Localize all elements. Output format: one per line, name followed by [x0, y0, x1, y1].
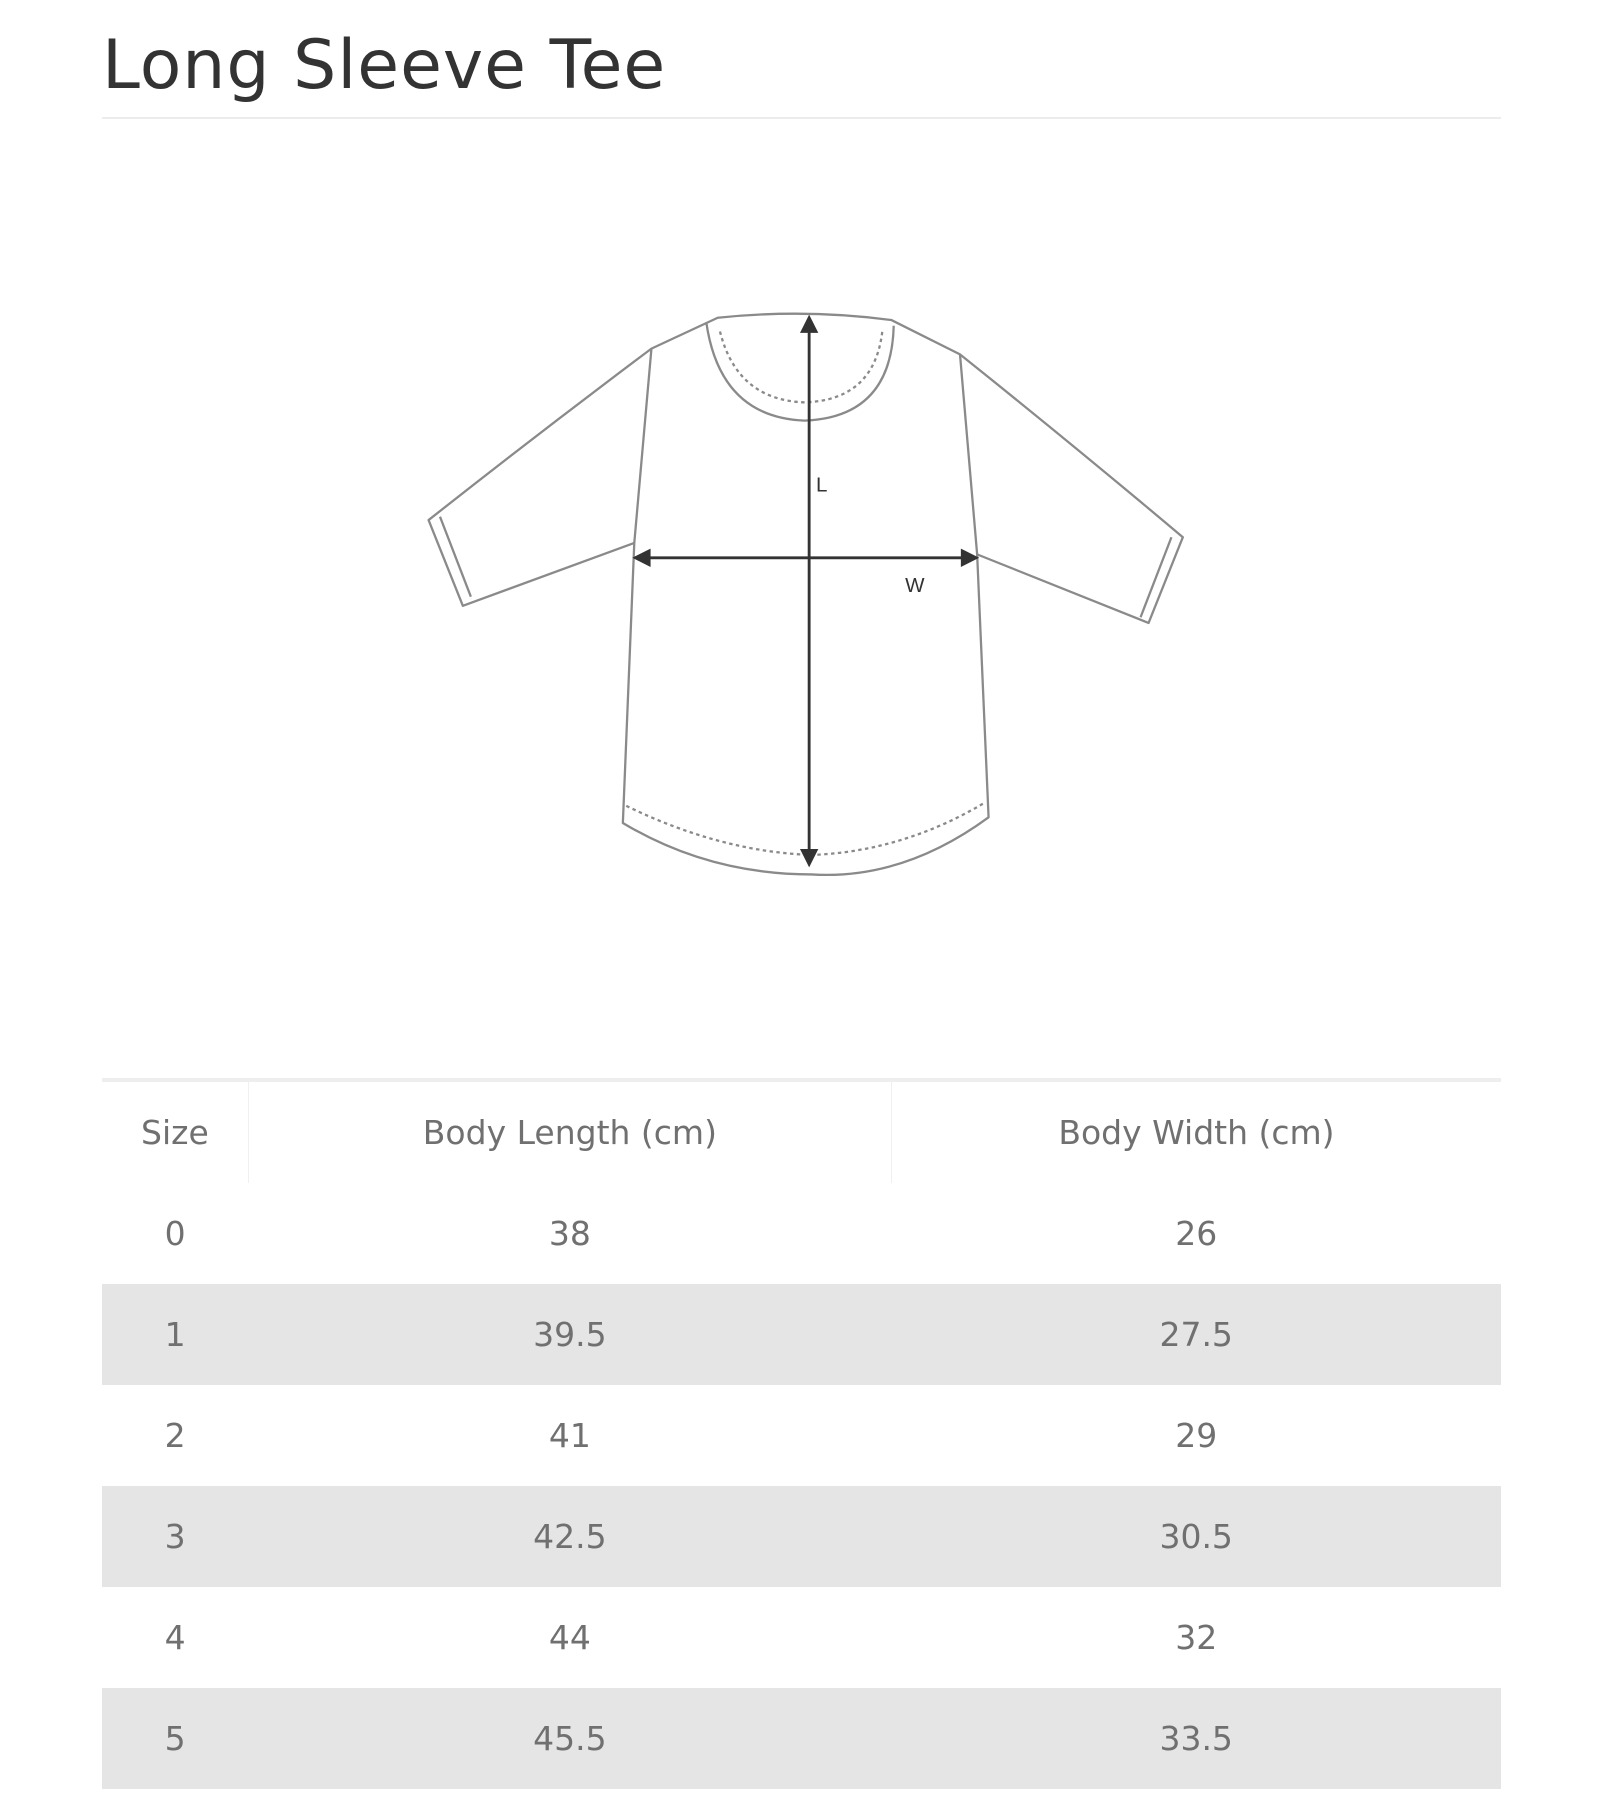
left-cuff	[438, 516, 472, 598]
collar	[705, 322, 895, 422]
length-cell: 45.5	[248, 1688, 892, 1789]
size-cell: 5	[102, 1688, 249, 1789]
header-body-length: Body Length (cm)	[247, 1080, 892, 1183]
left-seam	[633, 348, 653, 544]
length-cell: 41	[548, 1416, 591, 1455]
size-cell: 1	[102, 1284, 249, 1385]
header-size: Size	[141, 1113, 209, 1152]
width-cell: 26	[1175, 1214, 1218, 1253]
table-row: 3 42.5 30.5	[102, 1486, 1501, 1587]
collar-inner	[718, 331, 884, 404]
length-cell: 38	[548, 1214, 591, 1253]
length-cell: 44	[548, 1618, 591, 1657]
hem-stitch	[625, 801, 986, 857]
size-chart-table: Size Body Length (cm) Body Width (cm) 0 3…	[102, 1078, 1501, 1789]
header-body-width: Body Width (cm)	[890, 1080, 1501, 1183]
table-header-row: Size Body Length (cm) Body Width (cm)	[102, 1080, 1501, 1183]
size-cell: 3	[102, 1486, 249, 1587]
right-seam	[958, 354, 979, 555]
table-row: 1 39.5 27.5	[102, 1284, 1501, 1385]
width-cell: 27.5	[891, 1284, 1501, 1385]
width-cell: 32	[1175, 1618, 1218, 1657]
width-cell: 29	[1175, 1416, 1218, 1455]
width-cell: 33.5	[891, 1688, 1501, 1789]
table-row: 5 45.5 33.5	[102, 1688, 1501, 1789]
table-row: 0 38 26	[102, 1183, 1501, 1284]
length-cell: 39.5	[248, 1284, 892, 1385]
size-cell: 2	[164, 1416, 186, 1455]
shirt-outline	[427, 312, 1184, 877]
width-label: W	[905, 574, 925, 597]
length-label: L	[816, 474, 827, 497]
page-title: Long Sleeve Tee	[102, 26, 667, 105]
right-cuff	[1139, 536, 1173, 618]
size-cell: 4	[164, 1618, 186, 1657]
table-row: 4 44 32	[102, 1587, 1501, 1688]
length-cell: 42.5	[248, 1486, 892, 1587]
title-divider	[102, 117, 1501, 119]
width-cell: 30.5	[891, 1486, 1501, 1587]
size-cell: 0	[164, 1214, 186, 1253]
table-row: 2 41 29	[102, 1385, 1501, 1486]
